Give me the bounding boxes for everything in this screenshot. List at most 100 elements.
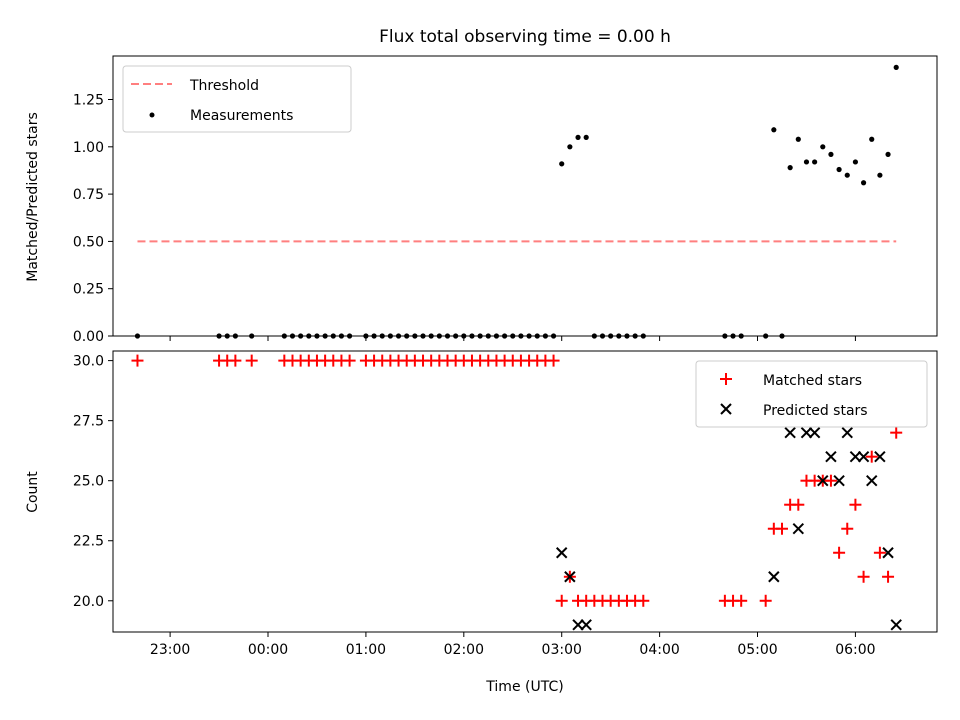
bottom-y-tick-label: 20.0 [73,594,104,610]
predicted-star-point [857,450,870,463]
top-legend-box [122,65,352,133]
predicted-star-stroke [833,474,845,487]
bottom-legend: Matched stars Predicted stars [695,360,928,428]
predicted-star-stroke [580,619,592,631]
predicted-star-stroke [572,619,584,631]
bottom-y-tick-label: 30.0 [73,354,104,370]
predicted-star-point [866,474,878,487]
top-y-tick-label: 0.75 [73,187,104,203]
predicted-star-point [792,523,805,535]
bottom-x-axis-label: Time (UTC) [485,679,563,695]
predicted-star-stroke [808,426,821,439]
bottom-y-tick-label: 25.0 [73,474,104,490]
predicted-star-stroke [841,426,853,439]
matched-star-point [873,546,886,559]
bottom-y-axis-label: Count [25,471,41,513]
matched-star-point [555,594,568,607]
matched-star-point [792,498,805,511]
matched-star-point [775,522,788,535]
legend-predicted-label: Predicted stars [763,403,868,419]
matched-star-point [735,594,748,607]
predicted-star-point [556,547,568,559]
bottom-x-tick-label: 01:00 [346,642,386,658]
bottom-axis-ticks: 20.0 22.5 25.0 27.5 30.0 23:00 00:00 01:00 02:00… [73,354,876,658]
predicted-star-point [768,571,780,583]
matched-star-point [131,354,144,367]
predicted-star-stroke [784,426,796,439]
bottom-x-tick-label: 03:00 [542,642,582,658]
matched-star-point [890,426,903,439]
legend-matched-label: Matched stars [763,373,862,389]
top-y-tick-label: 0.25 [73,282,104,298]
predicted-star-stroke [556,547,568,559]
legend-measurements-label: Measurements [190,108,293,124]
bottom-legend-box [695,360,928,428]
predicted-star-stroke [874,450,886,463]
predicted-star-stroke [866,474,878,487]
top-axis-ticks: 0.00 0.25 0.50 0.75 1.00 1.25 [73,93,856,345]
matched-star-point [865,450,878,463]
predicted-star-point [564,571,576,583]
predicted-star-stroke [882,547,894,559]
matched-star-point [759,594,772,607]
measurement-point [575,134,581,140]
predicted-star-stroke [857,450,870,463]
matched-star-point [547,354,560,367]
bottom-plot-marks [131,354,903,631]
measurement-point [828,151,834,157]
bottom-y-tick-label: 27.5 [73,414,104,430]
legend-threshold-label: Threshold [189,78,259,94]
measurement-point [583,134,589,140]
predicted-star-stroke [817,474,829,487]
predicted-star-stroke [800,426,813,439]
top-y-tick-label: 0.00 [73,329,104,345]
measurement-point [812,159,818,165]
matched-star-point [229,354,242,367]
measurement-point [844,172,850,178]
predicted-star-point [572,619,584,631]
matched-star-point [343,354,356,367]
bottom-x-tick-label: 04:00 [639,642,679,658]
bottom-plot-frame [112,350,938,633]
predicted-star-stroke [825,450,837,463]
predicted-star-stroke [564,571,576,583]
predicted-star-point [817,474,829,487]
measurement-point [877,172,883,178]
legend-matched-swatch [720,373,732,385]
measurement-point [567,144,573,150]
matched-star-point [882,570,895,583]
top-y-tick-label: 1.00 [73,140,104,156]
measurement-point [860,180,867,186]
predicted-star-stroke [849,450,862,463]
measurement-point [869,136,875,142]
predicted-star-point [808,426,821,439]
measurement-point [836,166,842,173]
matched-star-point [245,354,258,367]
measurement-point [787,165,793,171]
legend-predicted-swatch [720,403,732,415]
predicted-star-point [849,450,862,463]
top-y-tick-label: 1.25 [73,93,104,109]
predicted-star-point [841,426,853,439]
measurement-point [893,64,899,70]
bottom-y-tick-label: 22.5 [73,534,104,550]
top-plot-frame [112,55,938,337]
bottom-x-tick-label: 00:00 [248,642,288,658]
predicted-star-point [890,619,902,631]
measurement-point [820,144,826,150]
matched-star-point [841,522,854,535]
measurement-point [885,151,891,157]
matched-star-point [824,474,837,487]
predicted-star-point [833,474,845,487]
matched-star-point [857,570,870,583]
measurement-point [852,159,859,165]
predicted-star-point [784,426,796,439]
measurement-point [559,161,565,167]
predicted-star-point [882,547,894,559]
top-legend: Threshold Measurements [122,65,352,133]
bottom-x-tick-label: 02:00 [444,642,484,658]
measurement-point [771,127,777,133]
matched-star-point [849,498,862,511]
predicted-star-point [825,450,837,463]
